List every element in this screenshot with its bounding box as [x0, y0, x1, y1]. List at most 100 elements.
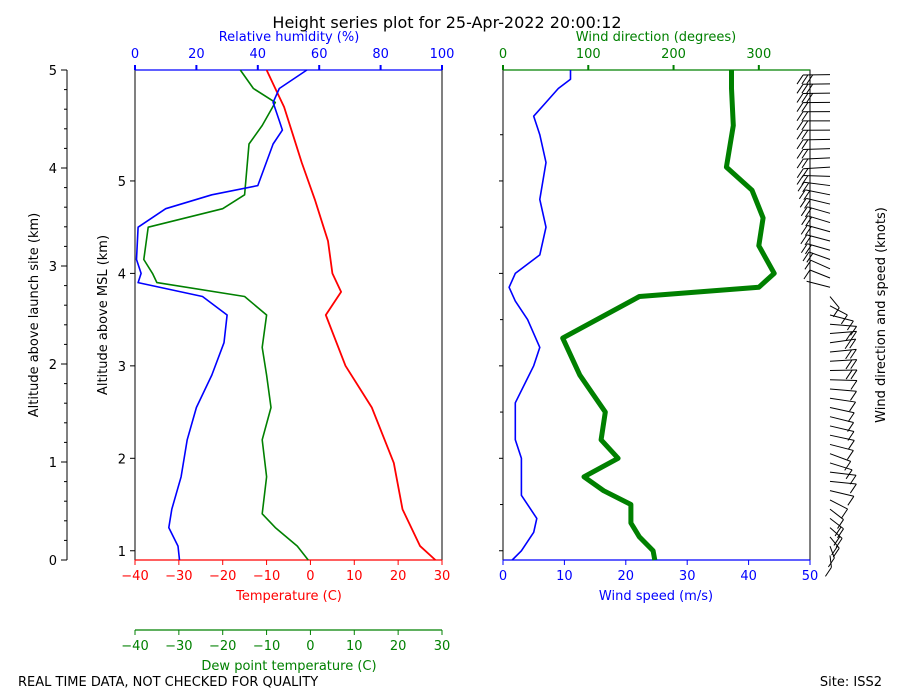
wind-speed-tick-label: 0 — [499, 569, 507, 584]
wind-barb-feather — [847, 496, 855, 506]
wind-barb-staff — [829, 397, 856, 403]
msl-tick-label: 3 — [118, 360, 126, 375]
wind-barb-feather — [824, 567, 832, 577]
wind-barb-staff — [829, 406, 855, 414]
wind-barb-staff — [829, 388, 857, 392]
wind-barb-feather — [837, 528, 844, 539]
wind-barb-staff — [803, 157, 831, 160]
wind-speed-tick-label: 50 — [802, 569, 819, 584]
wind-barb-feather — [847, 412, 855, 423]
wind-barb-staff — [829, 323, 857, 327]
footer-site-label: Site: ISS2 — [820, 675, 882, 690]
wind-barb-staff — [807, 215, 831, 224]
wind-barb-staff — [829, 425, 855, 432]
wind-barb-staff — [807, 243, 831, 251]
wind-direction-tick-label: 200 — [661, 47, 686, 62]
wind-barb-feather — [796, 158, 804, 169]
wind-speed-line — [508, 70, 572, 561]
wind-barb-feather — [801, 120, 809, 131]
wind-barb-feather — [796, 130, 804, 140]
wind-barb-feather — [802, 182, 810, 193]
wind-barb-feather — [804, 207, 812, 218]
msl-axis-label: Altitude above MSL (km) — [96, 235, 111, 395]
wind-barb-feather — [849, 338, 857, 349]
wind-barb-feather — [841, 508, 849, 519]
dewpoint-tick-label: 0 — [306, 639, 314, 654]
wind-direction-tick-label: 0 — [499, 47, 507, 62]
wind-barb-feather — [803, 269, 811, 280]
wind-barb-staff — [829, 443, 854, 451]
agl-tick-label: 4 — [49, 162, 57, 177]
msl-tick-label: 1 — [118, 545, 126, 560]
wind-barb-feather — [806, 74, 814, 85]
wind-barb-feather — [801, 74, 809, 85]
wind-barb-feather — [804, 235, 812, 246]
wind-barb-feather — [800, 234, 808, 245]
rh-line — [135, 69, 308, 561]
wind-barb-feather — [850, 369, 858, 380]
dewpoint-tick-label: −10 — [253, 639, 280, 654]
wind-barb-feather — [796, 120, 804, 131]
dewpoint-tick-label: 30 — [434, 639, 451, 654]
wind-barb-feather — [844, 461, 852, 471]
wind-speed-tick-label: 30 — [679, 569, 696, 584]
temperature-tick-label: −30 — [165, 569, 192, 584]
wind-barb-staff — [829, 471, 857, 476]
wind-barb-feather — [831, 545, 838, 556]
wind-barb-feather — [847, 440, 855, 450]
wind-barb-feather — [796, 168, 804, 179]
wind-barb-feather — [805, 244, 812, 255]
temperature-tick-label: −40 — [121, 569, 148, 584]
wind-barb-staff — [829, 490, 854, 497]
wind-barb-feather — [850, 380, 858, 390]
wind-plot-frame — [502, 69, 811, 561]
wind-speed-tick-label: 20 — [618, 569, 635, 584]
agl-axis-label: Altitude above launch site (km) — [27, 213, 42, 417]
wind-barb-staff — [803, 148, 831, 151]
chart-title: Height series plot for 25-Apr-2022 20:00… — [272, 13, 621, 32]
wind-barb-feather — [840, 314, 848, 325]
temperature-tick-label: 30 — [434, 569, 451, 584]
wind-barb-feather — [801, 139, 809, 150]
wind-barb-feather — [796, 149, 804, 159]
wind-barb-feather — [849, 401, 856, 412]
wind-barb-feather — [832, 547, 840, 558]
wind-barb-staff — [829, 369, 857, 371]
wind-barb-feather — [849, 474, 857, 485]
wind-speed-tick-label: 10 — [556, 569, 573, 584]
temperature-line — [265, 69, 437, 561]
wind-barb-staff — [806, 280, 831, 288]
rh-tick-label: 80 — [372, 47, 389, 62]
wind-direction-axis-label: Wind direction (degrees) — [576, 30, 736, 45]
wind-barb-feather — [796, 139, 804, 150]
agl-tick-label: 3 — [49, 260, 57, 275]
wind-barb-feather — [845, 359, 853, 370]
dewpoint-tick-label: −40 — [121, 639, 148, 654]
agl-tick-label: 5 — [49, 64, 57, 79]
rh-tick-label: 0 — [131, 47, 139, 62]
wind-barb-staff — [807, 206, 831, 214]
wind-barb-staff — [808, 251, 831, 260]
wind-barb-feather — [806, 83, 814, 94]
rh-tick-label: 60 — [311, 47, 328, 62]
wind-barb-staff — [829, 416, 854, 424]
rh-tick-label: 40 — [250, 47, 267, 62]
rh-tick-label: 20 — [188, 47, 205, 62]
agl-tick-label: 2 — [49, 358, 57, 373]
dewpoint-tick-label: −30 — [165, 639, 192, 654]
wind-barb-feather — [846, 450, 854, 460]
temperature-tick-label: 10 — [346, 569, 363, 584]
wind-speed-axis-label: Wind speed (m/s) — [599, 589, 713, 604]
wind-barb-feather — [835, 538, 843, 548]
agl-tick-label: 1 — [49, 456, 57, 471]
wind-barb-staff — [829, 296, 840, 309]
dewpoint-tick-label: 20 — [390, 639, 407, 654]
wind-barb-feather — [800, 243, 808, 254]
barb-axis-label: Wind direction and speed (knots) — [874, 207, 889, 423]
wind-barb-feather — [837, 519, 844, 529]
wind-barb-feather — [796, 102, 804, 112]
wind-barb-feather — [804, 199, 811, 209]
wind-barb-feather — [850, 326, 858, 336]
wind-barb-feather — [827, 557, 835, 568]
